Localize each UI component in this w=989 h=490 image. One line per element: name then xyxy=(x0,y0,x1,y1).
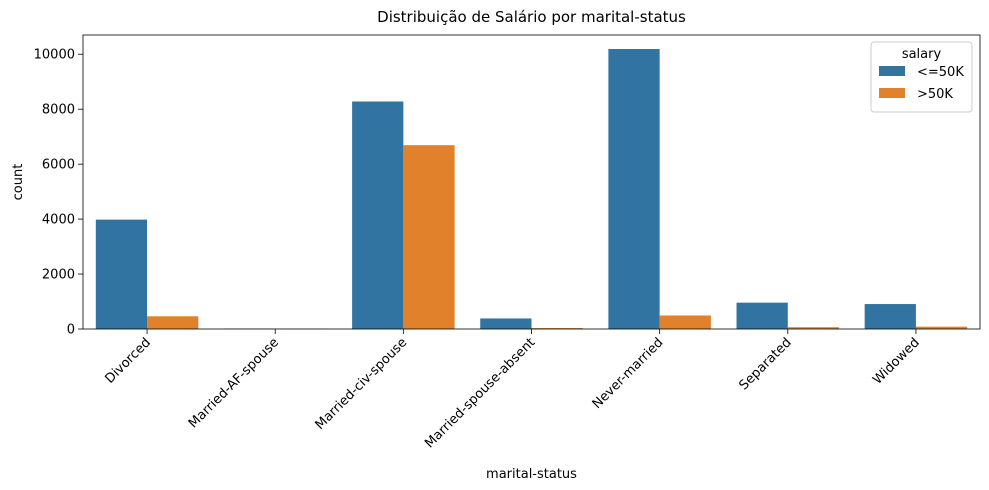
x-tick-label: Married-AF-spouse xyxy=(186,335,282,431)
bars-layer xyxy=(95,49,968,330)
legend-swatch xyxy=(879,66,905,76)
y-tick-label: 10000 xyxy=(34,48,75,63)
legend-label: <=50K xyxy=(917,65,964,80)
y-tick-label: 0 xyxy=(67,323,75,338)
bar-never-married-1 xyxy=(659,315,711,329)
bar-divorced-0 xyxy=(95,219,148,329)
x-axis-label: marital-status xyxy=(486,467,577,482)
bar-never-married-0 xyxy=(608,49,660,329)
legend: salary <=50K >50K xyxy=(870,41,973,113)
chart-title: Distribuição de Salário por marital-stat… xyxy=(377,8,686,26)
y-tick-label: 8000 xyxy=(42,103,75,118)
x-ticks: Divorced Married-AF-spouse Married-civ-spo… xyxy=(102,329,923,451)
legend-swatch xyxy=(879,88,905,98)
x-tick-label: Married-spouse-absent xyxy=(422,335,538,451)
bar-widowed-0 xyxy=(864,304,916,329)
y-tick-label: 4000 xyxy=(42,213,75,228)
bar-divorced-1 xyxy=(147,316,199,329)
bar-separated-1 xyxy=(787,327,840,329)
legend-label: >50K xyxy=(917,87,953,102)
x-tick-label: Never-married xyxy=(590,335,667,412)
y-ticks: 0 2000 4000 6000 8000 10000 xyxy=(34,48,83,338)
x-tick-label: Divorced xyxy=(102,335,153,386)
y-tick-label: 6000 xyxy=(42,158,75,173)
x-tick-label: Married-civ-spouse xyxy=(313,335,411,433)
bar-married-civ-spouse-0 xyxy=(352,101,404,330)
plot-frame xyxy=(82,34,981,330)
axes-layer xyxy=(82,34,981,330)
bar-married-civ-spouse-1 xyxy=(403,145,455,329)
bar-married-spouse-absent-0 xyxy=(480,318,532,329)
x-tick-label: Separated xyxy=(737,335,795,393)
x-tick-label: Widowed xyxy=(870,335,923,388)
bar-separated-0 xyxy=(736,302,788,329)
y-tick-label: 2000 xyxy=(42,268,75,283)
bar-married-spouse-absent-1 xyxy=(531,328,583,329)
y-axis-label: count xyxy=(11,164,26,201)
bar-widowed-1 xyxy=(915,326,968,329)
legend-title: salary xyxy=(902,47,942,62)
